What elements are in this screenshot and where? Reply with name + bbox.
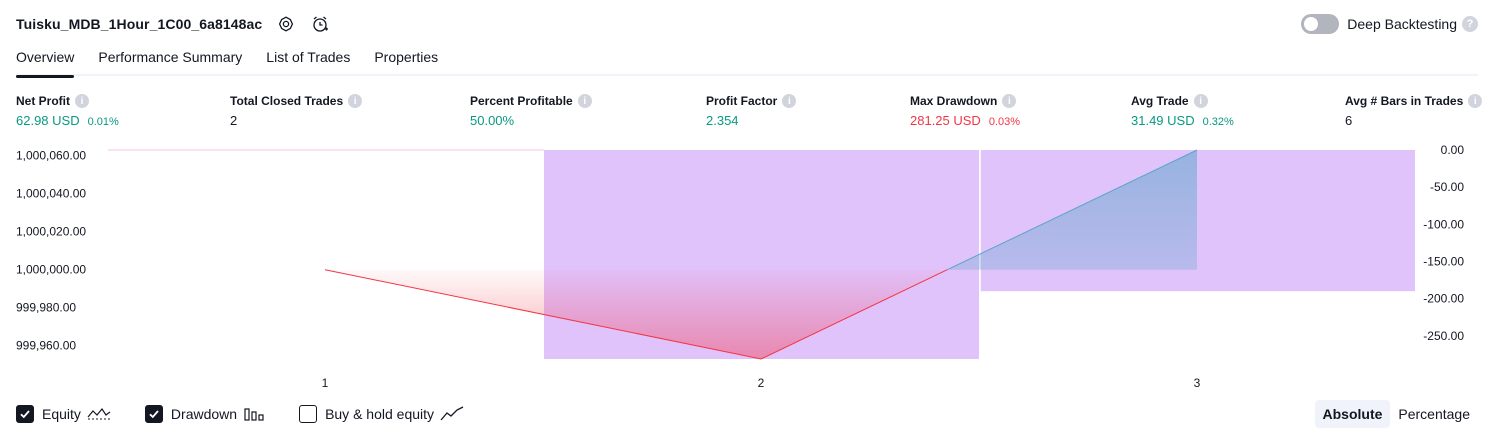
right-axis-tick-label: -250.00 [1423,329,1464,343]
chart-legend: Equity Drawdown Buy & hold equity [16,403,498,425]
x-axis-tick-label: 2 [758,376,765,390]
info-icon[interactable]: i [1193,94,1208,108]
x-axis-tick-label: 3 [1194,376,1201,390]
info-icon[interactable]: i [782,94,797,108]
metric-percent: 0.32% [1202,116,1234,128]
info-icon[interactable]: i [1002,94,1017,108]
legend-equity[interactable]: Equity [16,405,111,423]
legend-buy-hold-equity[interactable]: Buy & hold equity [299,405,464,423]
metric-value: 2 [230,113,238,128]
strategy-header: Tuisku_MDB_1Hour_1C00_6a8148ac [16,10,330,38]
info-icon[interactable]: i [577,94,592,108]
metric-value: 281.25 USD [910,113,981,128]
metric-label: Net Profit [16,94,70,108]
info-icon[interactable]: i [1468,94,1483,108]
tab-bar: Overview Performance Summary List of Tra… [16,44,1478,78]
tab-properties[interactable]: Properties [374,49,439,65]
left-axis-tick-label: 1,000,000.00 [16,263,86,277]
metric-net-profit: Net Profit i 62.98 USD 0.01% [16,93,119,128]
drawdown-bar [980,150,1415,292]
percentage-button[interactable]: Percentage [1398,406,1470,422]
buy-hold-checkbox[interactable] [299,405,318,423]
scale-mode-toggle: Absolute Percentage [1314,400,1479,428]
tab-overview[interactable]: Overview [16,44,75,78]
legend-equity-label: Equity [42,406,81,422]
metric-value: 6 [1345,113,1353,128]
equity-loss-area [325,269,948,359]
left-axis-tick-label: 1,000,020.00 [16,225,86,239]
x-axis-tick-label: 1 [322,376,329,390]
metric-value: 2.354 [706,113,739,128]
metric-label: Max Drawdown [910,94,998,108]
legend-drawdown[interactable]: Drawdown [144,405,265,423]
right-axis-tick-label: -50.00 [1430,180,1464,194]
gear-icon[interactable] [276,14,296,34]
equity-line-icon [87,406,111,422]
left-axis-tick-label: 999,960.00 [16,339,76,353]
left-axis-tick-label: 999,980.00 [16,301,76,315]
buy-hold-line-icon [440,406,464,422]
info-icon[interactable]: i [348,94,363,108]
equity-checkbox[interactable] [16,405,34,423]
equity-drawdown-chart[interactable]: 1,000,060.00 1,000,040.00 1,000,020.00 1,00… [0,140,1494,395]
metric-avg-bars-in-trades: Avg # Bars in Trades i 6 [1345,93,1483,128]
legend-drawdown-label: Drawdown [170,406,238,422]
metric-label: Avg # Bars in Trades [1345,94,1464,108]
metric-value: 31.49 USD [1131,113,1195,128]
right-axis-tick-label: 0.00 [1441,143,1465,157]
info-icon[interactable]: i [75,94,89,108]
legend-buy-hold-label: Buy & hold equity [325,406,435,422]
help-icon[interactable]: ? [1462,16,1478,32]
absolute-button[interactable]: Absolute [1314,400,1391,428]
left-axis-tick-label: 1,000,060.00 [16,149,86,163]
metric-profit-factor: Profit Factor i 2.354 [706,93,797,128]
metric-total-closed-trades: Total Closed Trades i 2 [230,93,363,128]
right-axis-tick-label: -200.00 [1423,292,1464,306]
metric-max-drawdown: Max Drawdown i 281.25 USD 0.03% [910,93,1020,128]
left-axis-tick-label: 1,000,040.00 [16,187,86,201]
metric-label: Percent Profitable [470,94,573,108]
metric-percent: 0.03% [988,116,1021,128]
deep-backtesting-label: Deep Backtesting [1347,16,1457,32]
metric-percent: 0.01% [87,116,119,128]
metric-label: Total Closed Trades [230,94,344,108]
metric-label: Avg Trade [1131,94,1189,108]
drawdown-checkbox[interactable] [144,405,163,423]
right-axis-tick-label: -100.00 [1423,217,1464,231]
equity-line-loss [324,269,948,360]
strategy-name: Tuisku_MDB_1Hour_1C00_6a8148ac [16,16,263,32]
tab-list-of-trades[interactable]: List of Trades [266,49,351,65]
right-axis-tick-label: -150.00 [1423,254,1464,268]
toggle-knob [1304,17,1319,31]
metric-label: Profit Factor [706,94,778,108]
deep-backtesting: Deep Backtesting ? [1301,12,1478,36]
drawdown-bars-icon [243,406,265,422]
metric-value: 62.98 USD [16,113,80,128]
deep-backtesting-toggle[interactable] [1301,14,1340,34]
metric-percent-profitable: Percent Profitable i 50.00% [470,93,592,128]
alarm-add-icon[interactable] [310,14,330,34]
metric-avg-trade: Avg Trade i 31.49 USD 0.32% [1131,93,1234,128]
tab-performance-summary[interactable]: Performance Summary [98,49,243,65]
equity-line-gain [947,149,1198,271]
metric-value: 50.00% [470,113,515,128]
